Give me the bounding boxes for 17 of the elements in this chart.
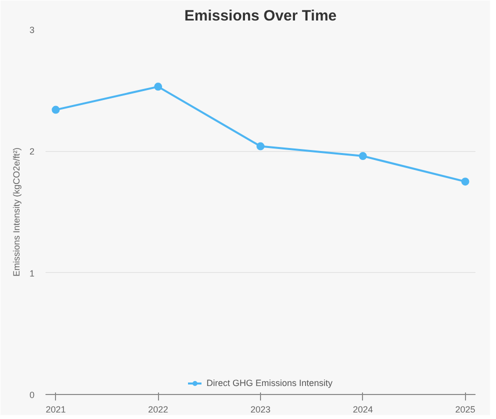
point xyxy=(52,106,60,114)
x-tick-label: 2025 xyxy=(455,404,476,414)
chart-title: Emissions Over Time xyxy=(184,8,337,24)
y-axis-title: Emissions Intensity (kgCO2e/ft²) xyxy=(11,147,22,277)
x-tick-label: 2022 xyxy=(148,404,168,414)
point xyxy=(256,142,264,150)
legend-label: Direct GHG Emissions Intensity xyxy=(206,378,333,388)
point xyxy=(461,178,470,186)
point xyxy=(358,152,367,160)
y-tick-label: 1 xyxy=(29,268,35,278)
point xyxy=(154,82,162,91)
x-tick-label: 2023 xyxy=(250,404,271,414)
y-tick-label: 0 xyxy=(29,390,35,400)
x-tick-label: 2024 xyxy=(352,404,373,414)
x-tick-label: 2021 xyxy=(46,404,66,414)
y-tick-label: 3 xyxy=(29,25,35,35)
y-tick-label: 2 xyxy=(29,146,35,157)
